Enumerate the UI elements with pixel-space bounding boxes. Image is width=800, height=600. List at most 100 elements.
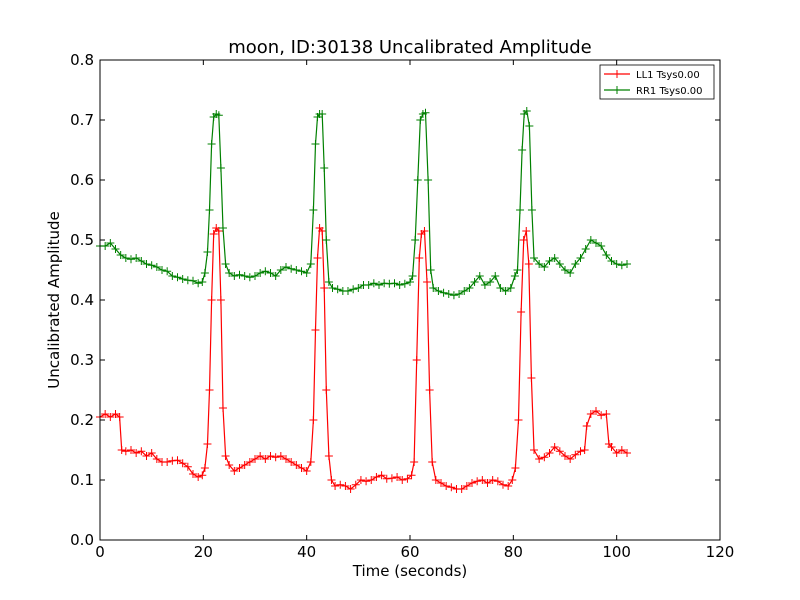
data-point-marker [513,266,522,274]
data-point-marker [623,260,631,268]
data-point-marker [516,206,525,214]
data-point-marker [408,272,417,280]
data-point-marker [147,449,156,457]
data-point-marker [245,273,254,282]
data-point-marker [496,284,505,292]
data-point-marker [271,453,280,462]
data-point-marker [324,278,333,286]
data-point-marker [382,474,391,483]
data-point-marker [410,458,419,466]
data-point-marker [460,287,469,295]
data-point-marker [106,413,115,421]
data-point-marker [302,467,311,475]
data-point-marker [183,276,192,285]
data-point-marker [431,476,440,484]
data-point-marker [576,447,585,456]
data-point-marker [261,267,270,276]
data-point-marker [106,239,115,247]
data-point-marker [617,446,626,454]
y-tick-label: 0.8 [70,51,94,69]
data-point-marker [517,308,526,316]
plot-area [100,60,720,540]
data-point-marker [356,476,365,484]
data-point-marker [137,257,146,265]
data-point-marker [318,110,327,118]
data-point-marker [617,261,626,270]
data-point-marker [514,416,523,424]
data-point-marker [522,227,531,235]
data-point-marker [426,266,435,274]
x-tick-label: 40 [297,543,316,561]
data-point-marker [510,272,519,280]
data-point-marker [251,455,259,463]
data-point-marker [455,290,464,298]
data-point-marker [385,279,394,288]
data-point-marker [478,476,487,484]
data-point-marker [561,266,569,274]
data-point-marker [341,482,350,490]
data-point-marker [266,452,275,460]
data-point-marker [623,449,631,457]
data-point-marker [282,263,290,271]
data-point-marker [240,272,249,280]
data-point-marker [581,245,590,253]
data-point-marker [470,278,479,286]
x-axis-label: Time (seconds) [352,562,468,580]
y-tick-label: 0.2 [70,411,94,429]
y-tick-label: 0.0 [70,531,94,549]
data-point-marker [421,108,430,117]
data-point-marker [527,206,536,214]
data-point-marker [475,272,484,280]
data-point-marker [403,474,412,483]
data-point-marker [550,443,559,451]
data-point-marker [545,449,554,457]
data-point-marker [364,281,373,289]
data-point-marker [198,471,207,480]
data-point-marker [168,272,177,280]
legend-box [599,64,715,100]
data-point-marker [173,273,182,282]
data-point-marker [550,254,559,262]
data-point-marker [320,284,329,292]
data-point-marker [163,458,172,466]
data-point-marker [393,473,402,481]
series-rr1 [96,107,631,300]
data-point-marker [214,111,223,120]
data-point-marker [545,257,554,265]
y-tick-label: 0.1 [70,471,94,489]
data-point-marker [486,278,495,286]
data-point-marker [566,269,575,277]
data-point-marker [221,452,230,460]
data-point-marker [380,279,389,288]
data-point-marker [256,452,265,460]
data-point-marker [207,140,216,148]
data-point-marker [235,270,244,279]
data-point-marker [518,146,527,154]
data-point-marker [322,236,331,244]
y-tick-label: 0.6 [70,171,94,189]
data-point-marker [198,278,207,286]
data-point-marker [407,471,416,480]
data-point-marker [203,248,212,256]
data-point-marker [362,477,371,486]
data-point-marker [372,473,381,481]
data-point-marker [571,260,580,268]
data-point-marker [519,236,528,244]
data-point-marker [235,464,244,472]
data-point-marker [240,461,249,469]
data-point-marker [309,416,318,424]
data-point-marker [424,176,433,184]
data-point-marker [116,251,125,259]
data-point-marker [592,239,600,247]
data-point-marker [597,411,606,420]
data-point-marker [183,462,192,471]
data-point-marker [194,279,203,288]
data-point-marker [132,254,141,262]
data-point-marker [209,230,218,238]
legend-label: LL1 Tsys0.00 [636,70,700,81]
data-point-marker [555,447,564,456]
data-point-marker [328,284,337,292]
x-tick-label: 80 [504,543,523,561]
data-point-marker [261,455,270,463]
data-point-marker [540,453,549,462]
